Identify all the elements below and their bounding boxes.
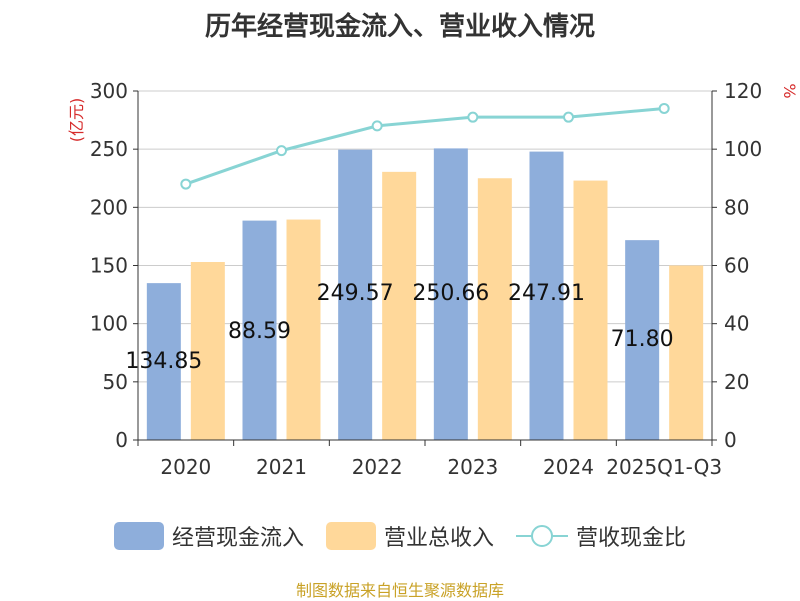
x-tick-label: 2023 [447,455,498,479]
data-label-cash-inflow: 250.66 [412,281,489,306]
x-tick-label: 2022 [352,455,403,479]
data-label-cash-inflow: 88.59 [228,319,291,344]
bar-revenue [477,178,512,440]
chart-title: 历年经营现金流入、营业收入情况 [204,12,595,42]
right-tick-label: 40 [724,312,749,336]
legend-swatch-ratio [516,525,568,547]
axes: 0 50 100 150 200 250 300 0 20 40 60 80 100 120 (亿元)% 20… [67,79,799,479]
bar-cash-inflow [242,220,277,440]
source-note: 制图数据来自恒生聚源数据库 [295,581,504,600]
bar-revenue [286,219,321,440]
x-tick-label: 2021 [256,455,307,479]
right-tick-label: 100 [724,137,762,161]
ratio-point [371,120,383,132]
ratio-point [276,145,287,157]
right-axis-unit: % [780,83,799,98]
ratio-point [467,111,479,123]
bar-revenue [669,265,704,440]
bar-cash-inflow [338,149,373,440]
bar-cash-inflow [625,240,660,440]
ratio-point [658,102,670,114]
legend-label-cash-inflow: 经营现金流入 [171,526,304,551]
right-tick-label: 120 [724,79,762,103]
left-axis-unit: (亿元) [67,98,86,143]
bar-revenue [190,262,225,440]
left-tick-label: 150 [90,254,128,278]
ratio-line-path [185,106,665,186]
left-tick-label: 250 [90,137,128,161]
left-tick-label: 0 [115,428,128,452]
right-tick-label: 0 [724,428,737,452]
legend-item-ratio[interactable]: 营收现金比 [516,520,686,552]
legend-label-ratio: 营收现金比 [576,526,687,551]
left-tick-label: 200 [90,195,128,219]
bar-revenue [382,171,417,440]
left-tick-label: 300 [90,79,128,103]
data-label-cash-inflow: 134.85 [125,349,202,374]
right-tick-label: 80 [724,195,749,219]
data-label-cash-inflow: 71.80 [611,327,674,352]
ratio-point [563,111,574,123]
ratio-point [180,178,192,190]
bar-cash-inflow [433,148,468,440]
bar-revenue [573,180,608,440]
left-tick-label: 50 [103,370,128,394]
bars [146,148,704,441]
legend-label-revenue: 营业总收入 [383,526,494,551]
legend: 经营现金流入 营业总收入 营收现金比 [0,516,800,556]
data-labels: 134.85 88.59 249.57 250.66 247.91 71.80 [125,281,673,374]
bar-cash-inflow [146,283,181,440]
grid-lines [138,90,712,383]
right-tick-label: 60 [724,254,749,278]
bar-cash-inflow [529,151,564,441]
x-tick-label: 2024 [543,455,594,479]
legend-swatch-cash-inflow [113,522,164,550]
legend-item-revenue[interactable]: 营业总收入 [325,520,494,552]
ratio-line [180,102,670,190]
left-tick-label: 100 [90,312,128,336]
x-tick-label: 2025Q1-Q3 [606,455,722,479]
right-tick-label: 20 [724,370,749,394]
x-tick-label: 2020 [160,455,211,479]
legend-swatch-revenue [325,522,376,550]
data-label-cash-inflow: 249.57 [317,281,394,306]
legend-item-cash-inflow[interactable]: 经营现金流入 [113,520,304,552]
data-label-cash-inflow: 247.91 [508,281,585,306]
